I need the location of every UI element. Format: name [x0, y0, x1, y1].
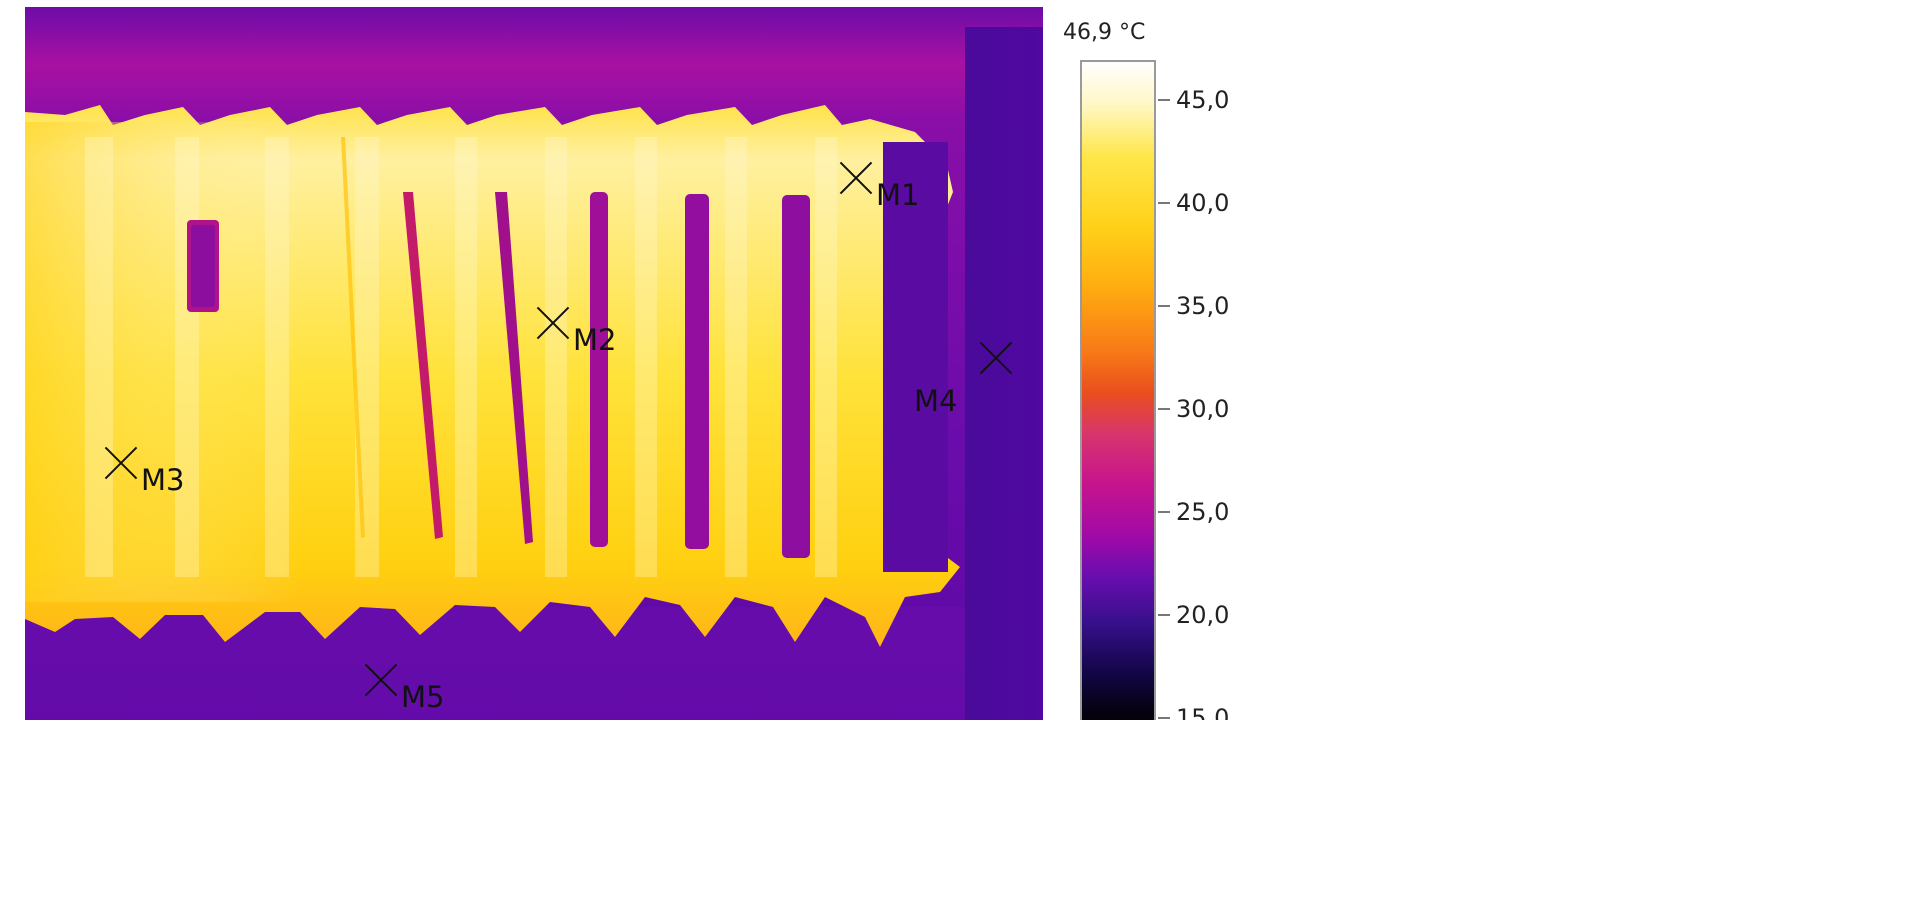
thermal-scene	[25, 7, 1043, 720]
crosshair-icon	[840, 162, 872, 194]
crosshair-icon	[365, 664, 397, 696]
crosshair-icon	[980, 342, 1012, 374]
scale-tick	[1158, 408, 1170, 410]
marker-label: M2	[573, 323, 617, 357]
marker-label: M3	[141, 463, 185, 497]
scale-tick-label: 30,0	[1176, 395, 1230, 423]
crosshair-icon	[105, 447, 137, 479]
scale-tick-label: 45,0	[1176, 86, 1230, 114]
scale-tick-label: 25,0	[1176, 498, 1230, 526]
crosshair-icon	[537, 307, 569, 339]
scale-tick	[1158, 99, 1170, 101]
scale-tick-label: 35,0	[1176, 292, 1230, 320]
scale-tick	[1158, 305, 1170, 307]
scale-tick-label: 20,0	[1176, 601, 1230, 629]
color-scale-bar	[1080, 60, 1156, 720]
marker-label: M5	[401, 680, 445, 714]
scale-tick	[1158, 511, 1170, 513]
scale-tick-label: 40,0	[1176, 189, 1230, 217]
color-scale: 45,0 40,0 35,0 30,0 25,0 20,0 15,0	[1078, 58, 1258, 720]
scale-tick-label: 15,0	[1176, 704, 1230, 720]
scale-tick	[1158, 202, 1170, 204]
scale-tick	[1158, 614, 1170, 616]
scale-tick	[1158, 717, 1170, 719]
scale-max-label: 46,9 °C	[1063, 20, 1146, 45]
marker-label: M1	[876, 178, 920, 212]
marker-label: M4	[914, 384, 958, 418]
thermal-image: M1 M2 M3 M4 M5	[25, 7, 1043, 720]
